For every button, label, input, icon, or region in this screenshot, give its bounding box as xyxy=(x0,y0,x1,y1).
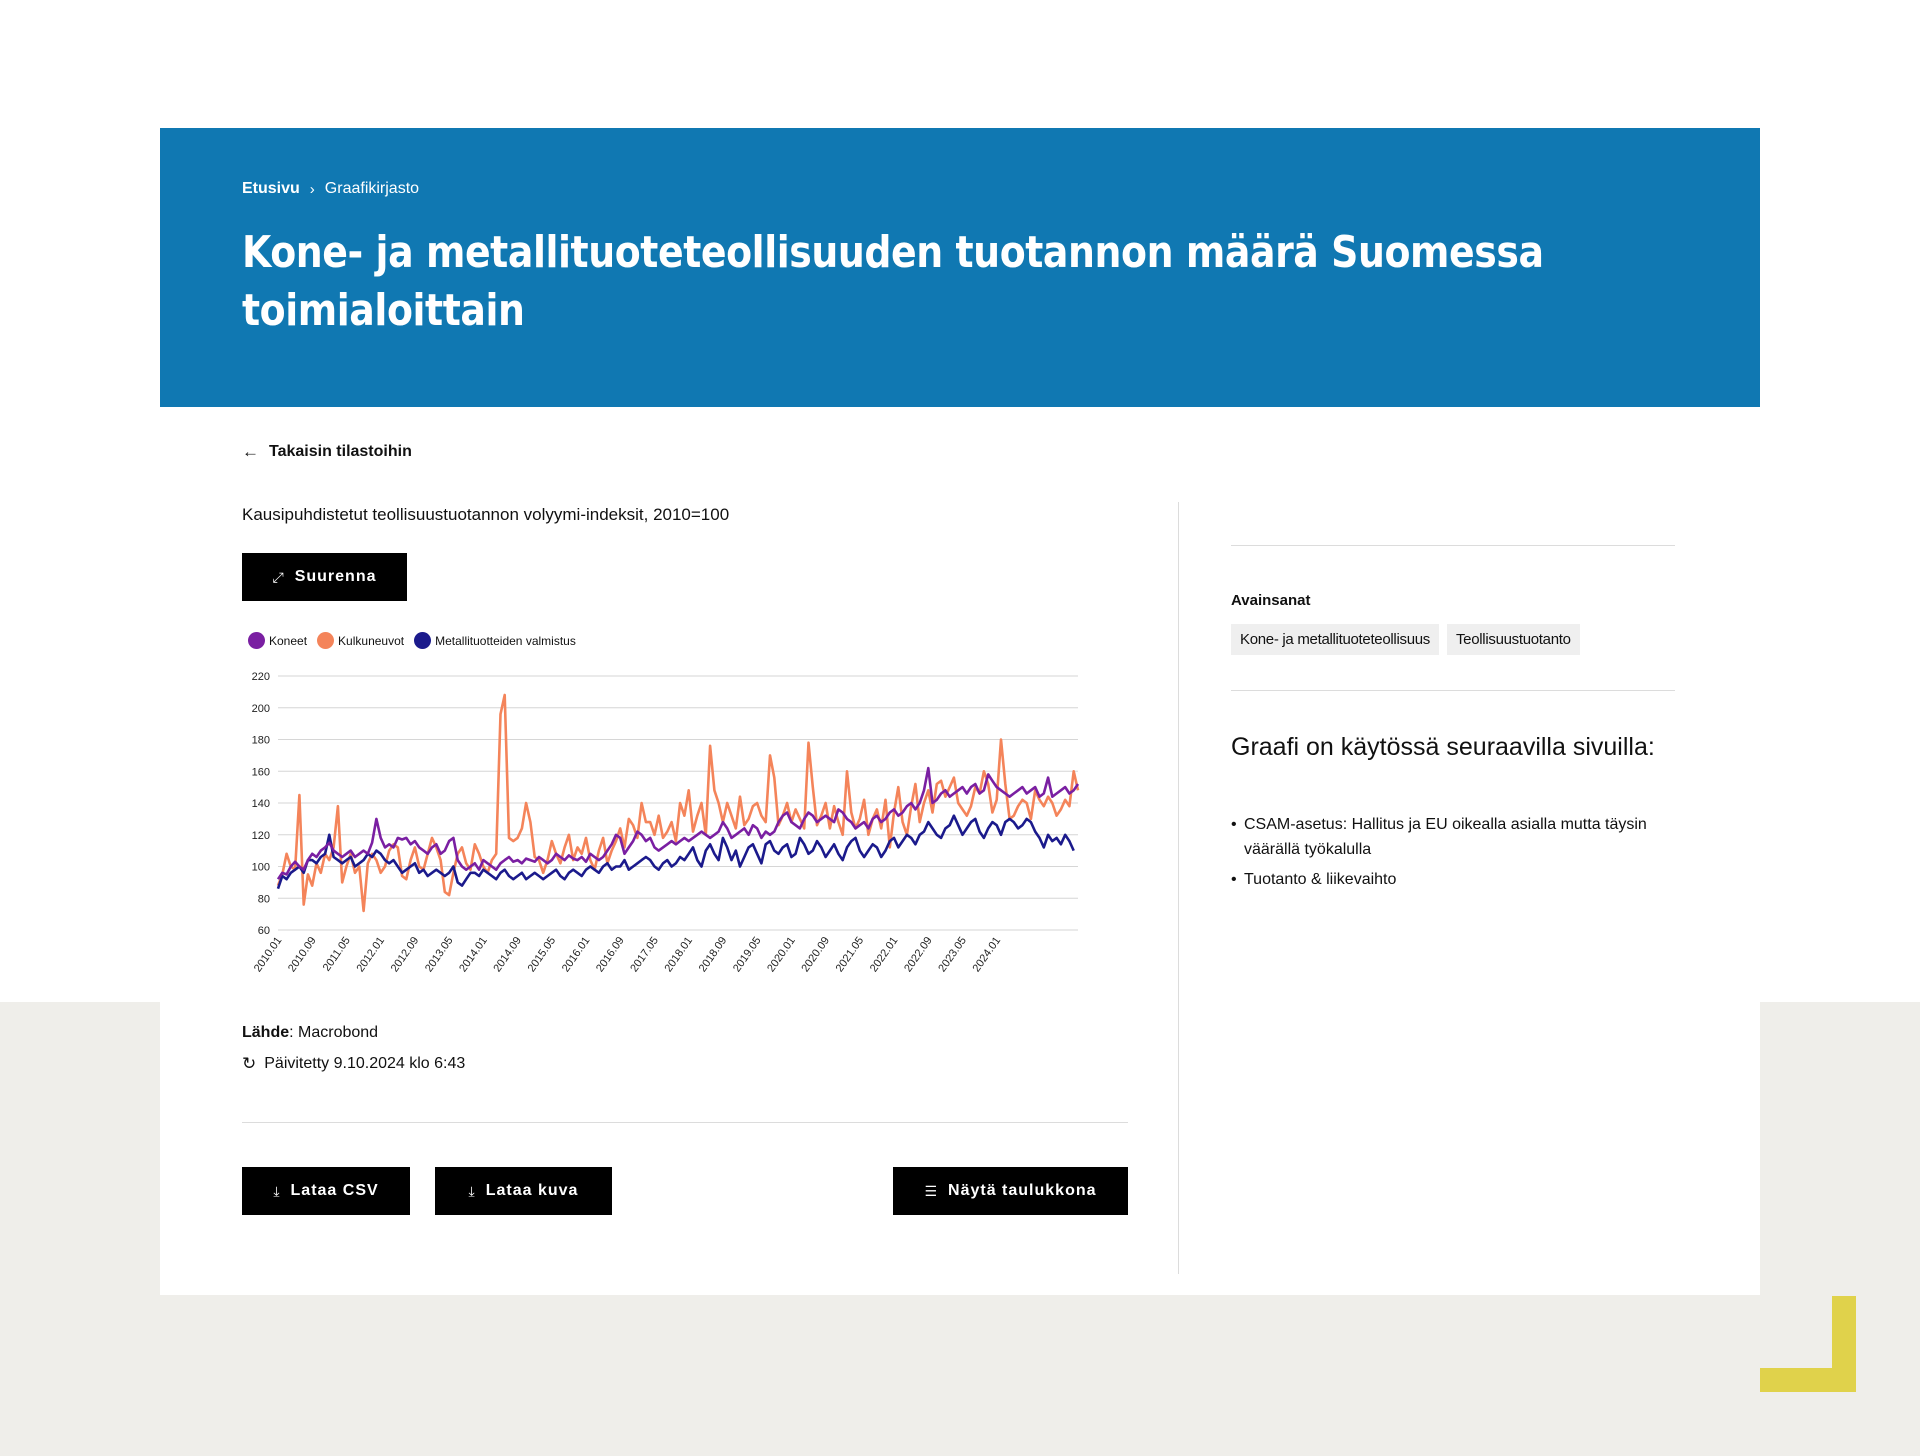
source-label: Lähde xyxy=(242,1024,290,1041)
refresh-icon: ↻ xyxy=(242,1054,257,1073)
legend-marker-koneet xyxy=(248,632,265,649)
legend-item-metallituotteet[interactable]: Metallituotteiden valmistus xyxy=(414,632,576,649)
y-tick-label: 220 xyxy=(252,671,270,683)
y-tick-label: 160 xyxy=(252,766,270,778)
back-link-label: Takaisin tilastoihin xyxy=(269,443,412,460)
chart-updated: ↻ Päivitetty 9.10.2024 klo 6:43 xyxy=(242,1054,465,1074)
x-tick-label: 2012.01 xyxy=(354,935,387,974)
list-item[interactable]: • CSAM-asetus: Hallitus ja EU oikealla a… xyxy=(1231,812,1671,862)
y-tick-label: 80 xyxy=(258,893,270,905)
used-on-list: • CSAM-asetus: Hallitus ja EU oikealla a… xyxy=(1231,812,1671,897)
hero-banner: Etusivu › Graafikirjasto Kone- ja metall… xyxy=(160,128,1760,407)
back-to-statistics-link[interactable]: ← Takaisin tilastoihin xyxy=(242,442,412,462)
enlarge-button[interactable]: ⤢ Suurenna xyxy=(242,553,407,601)
legend-label-metallituotteet: Metallituotteiden valmistus xyxy=(435,633,576,648)
divider xyxy=(242,1122,1128,1123)
series-line-koneet xyxy=(276,766,1080,880)
x-tick-label: 2018.09 xyxy=(697,935,730,974)
keyword-tag[interactable]: Teollisuustuotanto xyxy=(1446,624,1580,655)
x-tick-label: 2014.01 xyxy=(457,935,490,974)
x-tick-label: 2024.01 xyxy=(971,935,1004,974)
divider xyxy=(1231,545,1675,546)
download-icon: ⤓ xyxy=(273,1182,281,1199)
used-on-link[interactable]: Tuotanto & liikevaihto xyxy=(1244,871,1397,888)
x-tick-label: 2023.05 xyxy=(936,935,969,974)
legend-item-kulkuneuvot[interactable]: Kulkuneuvot xyxy=(317,632,404,649)
x-tick-label: 2018.01 xyxy=(663,935,696,974)
y-tick-label: 120 xyxy=(252,830,270,842)
bullet: • xyxy=(1231,816,1237,833)
legend-marker-metallituotteet xyxy=(414,632,432,649)
source-value: : Macrobond xyxy=(289,1024,379,1041)
show-as-table-label: Näytä taulukkona xyxy=(948,1182,1097,1199)
list-icon: ☰ xyxy=(924,1182,939,1199)
chart-description: Kausipuhdistetut teollisuustuotannon vol… xyxy=(242,505,730,524)
x-tick-label: 2012.09 xyxy=(389,935,422,974)
x-tick-label: 2014.09 xyxy=(491,935,524,974)
used-on-heading: Graafi on käytössä seuraavilla sivuilla: xyxy=(1231,733,1655,761)
legend-label-kulkuneuvot: Kulkuneuvot xyxy=(338,633,405,648)
x-tick-label: 2016.09 xyxy=(594,935,627,974)
updated-label: Päivitetty 9.10.2024 klo 6:43 xyxy=(264,1055,466,1072)
series-line-metallituotteiden-valmistus xyxy=(276,814,1075,890)
x-tick-label: 2022.09 xyxy=(902,935,935,974)
chevron-right-icon: › xyxy=(309,180,315,198)
y-tick-label: 100 xyxy=(252,862,270,874)
x-tick-label: 2020.09 xyxy=(799,935,832,974)
breadcrumb-current: Graafikirjasto xyxy=(324,180,420,197)
x-tick-label: 2010.01 xyxy=(252,935,285,974)
y-tick-label: 60 xyxy=(258,925,270,937)
page-title: Kone- ja metallituoteteollisuuden tuotan… xyxy=(242,227,1544,336)
keyword-tag[interactable]: Kone- ja metallituoteteollisuus xyxy=(1231,624,1439,655)
keywords-tags: Kone- ja metallituoteteollisuus Teollisu… xyxy=(1231,624,1588,655)
expand-icon: ⤢ xyxy=(272,568,285,585)
list-item[interactable]: • Tuotanto & liikevaihto xyxy=(1231,867,1671,892)
download-image-button[interactable]: ⤓ Lataa kuva xyxy=(435,1167,612,1215)
x-tick-label: 2013.05 xyxy=(423,935,456,974)
chart-legend: Koneet Kulkuneuvot Metallituotteiden val… xyxy=(248,632,586,649)
used-on-link[interactable]: CSAM-asetus: Hallitus ja EU oikealla asi… xyxy=(1244,816,1647,858)
keywords-heading: Avainsanat xyxy=(1231,592,1311,609)
download-image-label: Lataa kuva xyxy=(485,1182,579,1199)
x-tick-label: 2019.05 xyxy=(731,935,764,974)
download-icon: ⤓ xyxy=(468,1182,476,1199)
download-csv-label: Lataa CSV xyxy=(290,1182,379,1199)
download-csv-button[interactable]: ⤓ Lataa CSV xyxy=(242,1167,410,1215)
x-tick-label: 2010.09 xyxy=(286,935,319,974)
x-tick-label: 2022.01 xyxy=(868,935,901,974)
x-tick-label: 2015.05 xyxy=(526,935,559,974)
content-card: Etusivu › Graafikirjasto Kone- ja metall… xyxy=(160,128,1760,1295)
legend-item-koneet[interactable]: Koneet xyxy=(248,632,307,649)
x-tick-label: 2017.05 xyxy=(628,935,661,974)
arrow-left-icon: ← xyxy=(242,442,259,461)
series-line-kulkuneuvot xyxy=(276,693,1080,913)
x-tick-label: 2016.01 xyxy=(560,935,593,974)
bullet: • xyxy=(1231,871,1237,888)
decorative-corner-mark xyxy=(1760,1296,1856,1392)
x-tick-label: 2020.01 xyxy=(765,935,798,974)
y-tick-label: 200 xyxy=(252,703,270,715)
show-as-table-button[interactable]: ☰ Näytä taulukkona xyxy=(893,1167,1128,1215)
chart-source: Lähde: Macrobond xyxy=(242,1024,378,1042)
y-tick-label: 180 xyxy=(252,735,270,747)
breadcrumb: Etusivu › Graafikirjasto xyxy=(242,180,419,198)
divider xyxy=(1231,690,1675,691)
x-tick-label: 2021.05 xyxy=(834,935,867,974)
column-divider xyxy=(1178,502,1179,1274)
y-tick-label: 140 xyxy=(252,798,270,810)
legend-marker-kulkuneuvot xyxy=(317,632,335,649)
legend-label-koneet: Koneet xyxy=(269,633,308,648)
breadcrumb-home-link[interactable]: Etusivu xyxy=(242,180,300,197)
x-tick-label: 2011.05 xyxy=(321,935,353,974)
enlarge-button-label: Suurenna xyxy=(294,568,377,585)
